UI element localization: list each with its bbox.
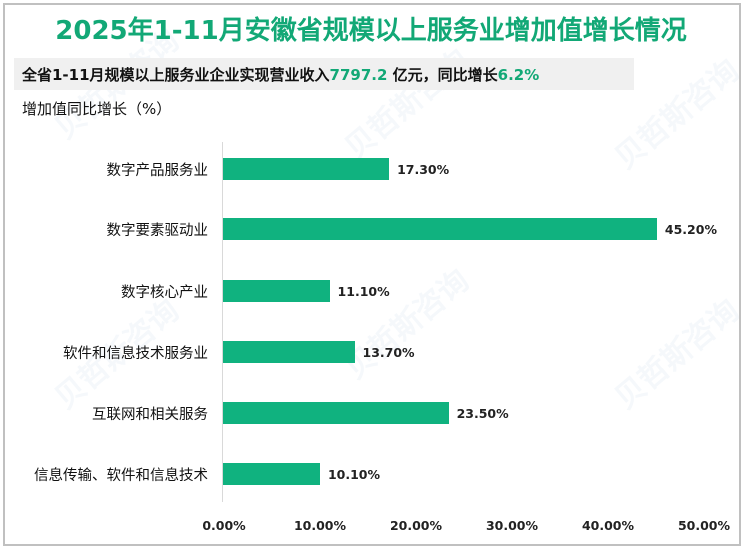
x-tick-label: 30.00%	[485, 518, 539, 533]
bar	[223, 158, 390, 180]
category-label: 软件和信息技术服务业	[63, 346, 208, 362]
x-tick-label: 20.00%	[389, 518, 443, 533]
data-label: 17.30%	[397, 162, 450, 177]
x-tick-label: 40.00%	[581, 518, 635, 533]
chart-title: 2025年1-11月安徽省规模以上服务业增加值增长情况	[55, 16, 687, 46]
data-label: 23.50%	[456, 406, 509, 421]
subtitle-text-mid: 亿元，同比增长	[387, 66, 498, 84]
category-label: 信息传输、软件和信息技术	[34, 468, 208, 484]
revenue-value: 7797.2	[329, 66, 388, 84]
chart-frame	[3, 3, 741, 546]
x-tick-label: 0.00%	[202, 518, 246, 533]
category-label: 数字产品服务业	[106, 163, 209, 179]
bar	[223, 218, 657, 240]
bar	[223, 280, 330, 302]
data-label: 11.10%	[337, 284, 390, 299]
category-label: 数字核心产业	[121, 285, 208, 301]
data-label: 10.10%	[327, 467, 381, 482]
data-label: 13.70%	[362, 345, 415, 360]
bar	[223, 341, 355, 363]
x-tick-label: 50.00%	[677, 518, 731, 533]
bar	[223, 463, 320, 485]
y-axis-line	[222, 142, 223, 502]
category-label: 互联网和相关服务	[92, 407, 208, 423]
subtitle-text: 全省1-11月规模以上服务业企业实现营业收入	[22, 66, 330, 84]
x-tick-label: 10.00%	[293, 518, 347, 533]
y-axis-unit-label: 增加值同比增长（%）	[22, 100, 172, 118]
subtitle-background	[14, 58, 634, 90]
bar	[223, 402, 449, 424]
growth-value: 6.2%	[497, 66, 540, 84]
category-label: 数字要素驱动业	[106, 223, 209, 239]
chart-subtitle: 全省1-11月规模以上服务业企业实现营业收入7797.2 亿元，同比增长6.2%	[22, 64, 539, 85]
data-label: 45.20%	[664, 222, 717, 237]
